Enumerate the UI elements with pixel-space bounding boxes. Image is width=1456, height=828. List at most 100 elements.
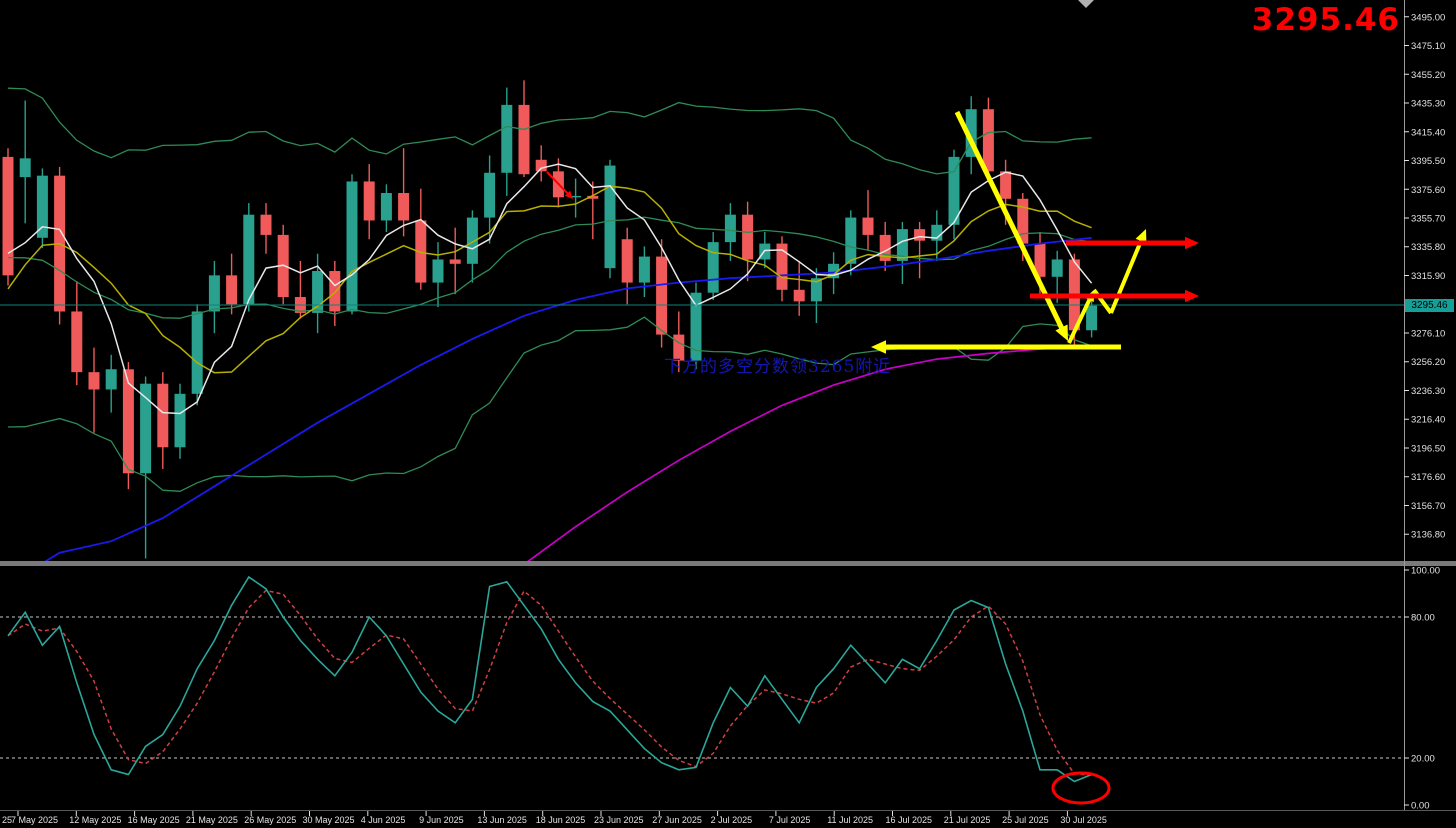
candle [466,210,478,283]
time-tick-label: 25 [2,815,12,825]
time-tick-label: 23 Jun 2025 [594,815,644,825]
candle [879,221,891,272]
main-panel [0,80,1404,561]
candle [19,100,31,224]
candle [105,354,117,413]
panel-separator[interactable] [0,561,1456,566]
time-tick-label: 21 May 2025 [186,815,238,825]
candle [793,260,805,316]
oscillator-tick-label: 20.00 [1411,754,1435,765]
price-tick-label: 3495.00 [1411,12,1445,23]
time-tick-label: 27 Jun 2025 [652,815,702,825]
price-tick-label: 3355.70 [1411,214,1445,225]
price-tick-label: 3475.10 [1411,41,1445,52]
price-tick-label: 3216.40 [1411,415,1445,426]
candle [36,168,48,248]
white-fast-ma [7,163,1093,415]
price-tick-label: 3256.20 [1411,357,1445,368]
price-tick-label: 3415.40 [1411,127,1445,138]
red-circle-annotation[interactable] [1051,771,1111,805]
candle [604,159,616,279]
candle [484,155,496,244]
time-tick-label: 11 Jul 2025 [827,815,873,825]
candle [707,232,719,300]
candle [621,227,633,305]
yellow-fast-ma [7,185,1092,374]
magenta-slow-ma [527,345,1092,561]
candle [673,311,685,373]
candle [862,190,874,251]
time-tick-label: 7 Jul 2025 [769,815,811,825]
red-level-arrow[interactable] [1066,236,1199,250]
candle [656,239,668,348]
candle [742,201,754,282]
candle [432,242,444,308]
price-axis[interactable]: 3495.00 3475.10 3455.20 3435.30 3415.40 3395.… [1404,12,1445,812]
stochastic-main-line [7,575,1092,783]
candle [948,149,960,240]
price-tick-label: 3395.50 [1411,156,1445,167]
candle [449,227,461,295]
candle [570,178,582,218]
candle [638,246,650,298]
time-tick-label: 30 May 2025 [303,815,355,825]
time-tick-label: 21 Jul 2025 [944,815,991,825]
candle [535,145,547,182]
yellow-trend-arrow[interactable] [871,340,1121,354]
candle [810,268,822,324]
candle [363,164,375,240]
axes-layer [0,0,1456,811]
candle [845,210,857,276]
candle [982,97,994,181]
time-tick-label: 16 Jul 2025 [886,815,933,825]
candle [896,221,908,285]
time-tick-label: 25 Jul 2025 [1002,815,1049,825]
red-level-arrow[interactable] [1030,289,1199,303]
candle [174,383,186,459]
blue-slow-ma [44,236,1092,561]
candle [191,304,203,406]
annotations-layer[interactable] [546,110,1199,354]
cursor-marker [1078,0,1094,8]
price-tick-label: 3315.90 [1411,271,1445,282]
chart-text-annotation[interactable]: 下方的多空分数领3265附近 [664,357,892,377]
time-tick-label: 4 Jun 2025 [361,815,406,825]
candle [88,347,100,433]
red-level-arrow[interactable] [546,171,573,199]
candle [380,184,392,233]
price-axis-current-badge: 3295.46 [1405,298,1454,312]
candle [398,148,410,237]
price-tick-label: 3196.50 [1411,443,1445,454]
candle [724,203,736,261]
price-tick-label: 3276.10 [1411,328,1445,339]
candle [690,282,702,370]
time-tick-label: 16 May 2025 [128,815,180,825]
time-axis[interactable]: 257 May 2025 12 May 2025 16 May 2025 21 May… [2,811,1107,825]
stochastic-signal-line [7,589,1092,776]
candle [157,372,169,469]
candle [346,174,358,315]
candle [931,210,943,261]
oscillator-tick-label: 0.00 [1411,801,1430,812]
candle [226,253,238,315]
current-price-readout: 3295.46 [1251,2,1400,38]
time-tick-label: 30 Jul 2025 [1060,815,1107,825]
time-tick-label: 18 Jun 2025 [536,815,586,825]
price-tick-label: 3435.30 [1411,99,1445,110]
time-tick-label: 13 Jun 2025 [477,815,527,825]
candle [965,96,977,175]
stochastic-panel [0,566,1404,811]
time-tick-label: 12 May 2025 [69,815,121,825]
price-tick-label: 3176.60 [1411,472,1445,483]
candle [776,236,788,302]
candle [71,281,83,386]
time-tick-label: 2 Jul 2025 [711,815,753,825]
oscillator-area[interactable] [0,566,1404,811]
price-tick-label: 3236.30 [1411,386,1445,397]
price-tick-label: 3156.70 [1411,501,1445,512]
oscillator-tick-label: 100.00 [1411,566,1440,577]
yellow-trend-arrow[interactable] [1109,229,1147,314]
candle [587,181,599,240]
